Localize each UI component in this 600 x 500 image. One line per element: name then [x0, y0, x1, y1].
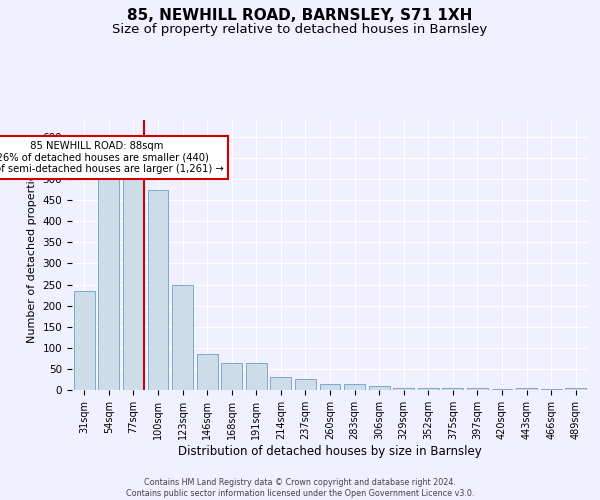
Bar	[295, 380, 316, 390]
Bar	[98, 137, 119, 390]
Bar	[246, 362, 267, 390]
Text: Contains HM Land Registry data © Crown copyright and database right 2024.
Contai: Contains HM Land Registry data © Crown c…	[126, 478, 474, 498]
Bar	[197, 354, 218, 390]
Bar	[418, 388, 439, 390]
Bar	[74, 291, 95, 390]
Text: Size of property relative to detached houses in Barnsley: Size of property relative to detached ho…	[112, 22, 488, 36]
Bar	[271, 378, 292, 390]
Bar	[221, 362, 242, 390]
Bar	[565, 388, 586, 390]
Bar	[393, 388, 414, 390]
Y-axis label: Number of detached properties: Number of detached properties	[27, 168, 37, 342]
Bar	[148, 190, 169, 390]
Bar	[467, 388, 488, 390]
Text: 85 NEWHILL ROAD: 88sqm  
← 26% of detached houses are smaller (440)
74% of semi-: 85 NEWHILL ROAD: 88sqm ← 26% of detached…	[0, 141, 223, 174]
Bar	[442, 388, 463, 390]
Text: 85, NEWHILL ROAD, BARNSLEY, S71 1XH: 85, NEWHILL ROAD, BARNSLEY, S71 1XH	[127, 8, 473, 22]
Bar	[172, 284, 193, 390]
Bar	[516, 388, 537, 390]
Bar	[368, 386, 389, 390]
Bar	[344, 384, 365, 390]
Bar	[123, 139, 144, 390]
Bar	[320, 384, 340, 390]
Bar	[541, 389, 562, 390]
X-axis label: Distribution of detached houses by size in Barnsley: Distribution of detached houses by size …	[178, 444, 482, 458]
Bar	[491, 389, 512, 390]
